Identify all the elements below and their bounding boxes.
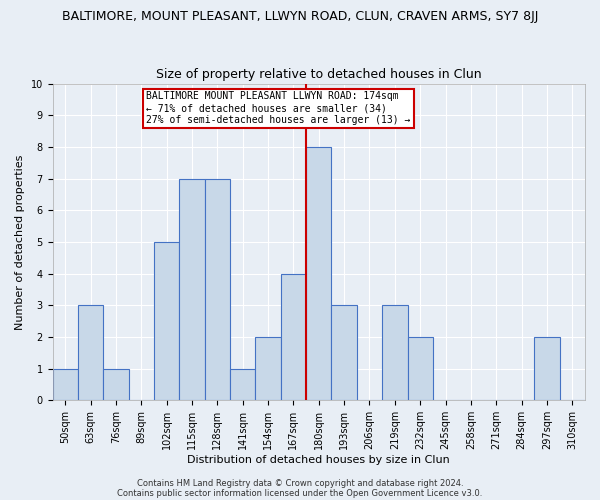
Bar xyxy=(230,368,256,400)
Bar xyxy=(205,178,230,400)
Bar xyxy=(382,306,407,400)
Title: Size of property relative to detached houses in Clun: Size of property relative to detached ho… xyxy=(156,68,482,81)
Bar xyxy=(103,368,128,400)
Text: Contains HM Land Registry data © Crown copyright and database right 2024.: Contains HM Land Registry data © Crown c… xyxy=(137,478,463,488)
X-axis label: Distribution of detached houses by size in Clun: Distribution of detached houses by size … xyxy=(187,455,450,465)
Bar xyxy=(53,368,78,400)
Bar xyxy=(281,274,306,400)
Bar xyxy=(306,147,331,401)
Bar xyxy=(179,178,205,400)
Bar xyxy=(78,306,103,400)
Bar xyxy=(407,337,433,400)
Text: BALTIMORE, MOUNT PLEASANT, LLWYN ROAD, CLUN, CRAVEN ARMS, SY7 8JJ: BALTIMORE, MOUNT PLEASANT, LLWYN ROAD, C… xyxy=(62,10,538,23)
Y-axis label: Number of detached properties: Number of detached properties xyxy=(15,154,25,330)
Bar xyxy=(154,242,179,400)
Bar xyxy=(534,337,560,400)
Bar xyxy=(256,337,281,400)
Bar xyxy=(331,306,357,400)
Text: BALTIMORE MOUNT PLEASANT LLWYN ROAD: 174sqm
← 71% of detached houses are smaller: BALTIMORE MOUNT PLEASANT LLWYN ROAD: 174… xyxy=(146,92,411,124)
Text: Contains public sector information licensed under the Open Government Licence v3: Contains public sector information licen… xyxy=(118,488,482,498)
